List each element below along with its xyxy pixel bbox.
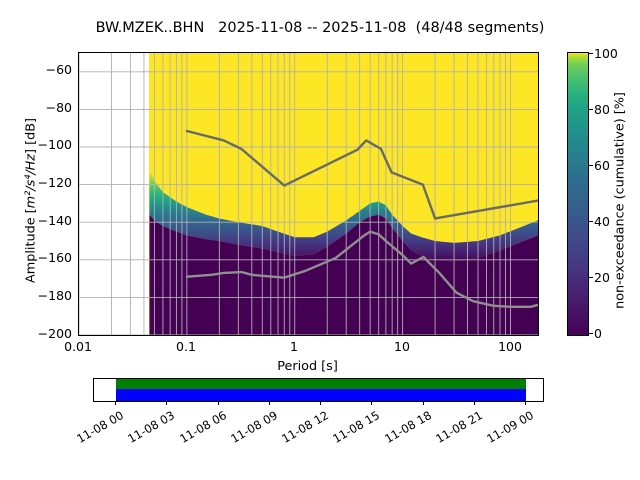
y-tick-label: −140 [37, 213, 72, 228]
plot-gridlines [79, 53, 538, 335]
x-tick-label: 1 [290, 339, 298, 354]
colorbar-tick-mark [588, 165, 593, 167]
colorbar-tick-label: 80 [594, 102, 610, 117]
ppsd-plot-area [78, 52, 539, 336]
timeline-tick [525, 401, 527, 405]
colorbar-tick-label: 60 [594, 158, 610, 173]
ppsd-plot-svg [79, 53, 538, 335]
timeline-tick [473, 401, 475, 405]
nhnm-line [185, 129, 538, 220]
colorbar-tick-mark [588, 109, 593, 111]
colorbar-tick-label: 0 [594, 326, 602, 341]
y-tick-label: −60 [45, 62, 72, 77]
colorbar-tick-label: 100 [594, 46, 618, 61]
colorbar-tick-mark [588, 221, 593, 223]
timeline-tick [422, 401, 424, 405]
colorbar-tick-mark [588, 277, 593, 279]
timeline-tick [166, 401, 168, 405]
y-tick-labels: −60 −80 −100 −120 −140 −160 −180 −200 [0, 0, 72, 480]
timeline-tick [217, 401, 219, 405]
timeline-data-bar-top [116, 379, 526, 389]
y-tick-label: −160 [37, 250, 72, 265]
colorbar [567, 52, 589, 336]
colorbar-label: non-exceedance (cumulative) [%] [612, 92, 628, 309]
x-axis-label: Period [s] [277, 359, 338, 374]
page-title: BW.MZEK..BHN 2025-11-08 -- 2025-11-08 (4… [95, 20, 545, 36]
timeline-tick [115, 401, 117, 405]
colorbar-tick-mark [588, 333, 593, 335]
y-tick-label: −120 [37, 175, 72, 190]
ppsd-data-region [149, 53, 538, 335]
x-tick-label: 100 [498, 339, 522, 354]
colorbar-tick-label: 40 [594, 214, 610, 229]
colorbar-tick-label: 20 [594, 270, 610, 285]
y-tick-label: −80 [45, 100, 72, 115]
timeline-data-bar-bottom [116, 389, 526, 401]
x-tick-label: 0.1 [176, 339, 196, 354]
nlnm-line [185, 230, 538, 309]
y-tick-label: −200 [37, 326, 72, 341]
x-tick-label: 0.01 [64, 339, 92, 354]
timeline-tick [268, 401, 270, 405]
timeline-tick [320, 401, 322, 405]
timeline-tick [371, 401, 373, 405]
colorbar-tick-mark [588, 53, 593, 55]
x-tick-label: 10 [394, 339, 410, 354]
y-tick-label: −100 [37, 137, 72, 152]
timeline-axes [93, 378, 544, 402]
y-tick-label: −180 [37, 288, 72, 303]
